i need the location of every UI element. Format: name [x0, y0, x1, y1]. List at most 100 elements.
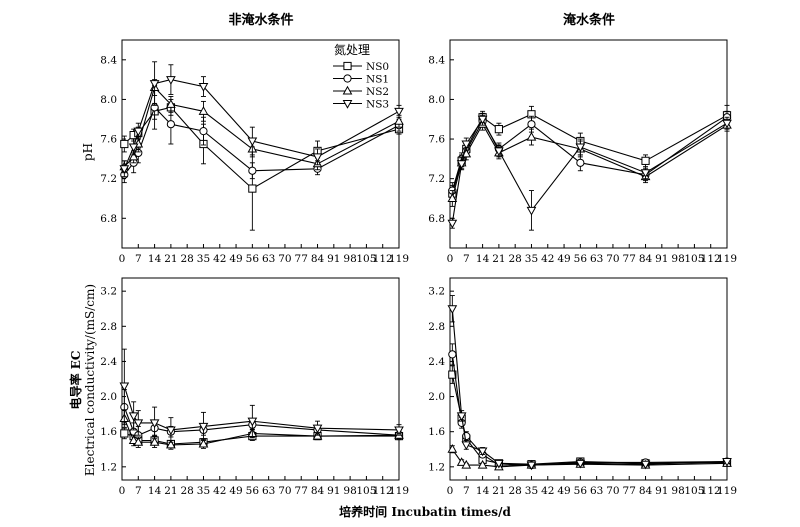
- x-tick-label: 105: [356, 485, 376, 497]
- legend-marker-ns0: [343, 61, 352, 71]
- panel-title-left: 非淹水条件: [228, 12, 293, 28]
- data-point-ns3: [494, 459, 504, 469]
- x-tick-label: 56: [574, 485, 588, 497]
- data-point-ns2: [198, 106, 209, 115]
- series-ns1: [448, 110, 732, 199]
- x-tick-label: 35: [197, 253, 210, 265]
- y-axis-label-bottom-cn: 电导率 EC: [68, 351, 83, 410]
- series-ns3: [119, 348, 404, 443]
- data-point-ns3: [461, 441, 472, 451]
- x-tick-label: 84: [311, 485, 325, 497]
- legend-marker-ns1: [343, 74, 352, 83]
- series-ns1: [120, 85, 404, 184]
- data-point-ns3: [119, 165, 130, 174]
- x-tick-label: 21: [164, 253, 177, 265]
- series-line-ns3: [123, 385, 400, 431]
- panel-title-right: 淹水条件: [563, 12, 615, 28]
- x-tick-label: 28: [508, 485, 521, 497]
- x-tick-label: 98: [343, 485, 356, 497]
- series-line-ns1: [451, 116, 728, 191]
- y-tick-label: 8.0: [100, 94, 117, 106]
- data-point-ns3: [119, 382, 130, 392]
- y-axis-label-top: pH: [81, 143, 95, 161]
- x-tick-label: 119: [717, 485, 737, 497]
- plot-frame: [121, 277, 400, 481]
- data-point-ns3: [640, 169, 651, 178]
- x-tick-label: 42: [541, 253, 554, 265]
- series-ns0: [120, 98, 404, 231]
- x-tick-label: 0: [119, 253, 126, 265]
- x-tick-label: 70: [278, 485, 291, 497]
- data-point-ns1: [199, 127, 208, 136]
- x-tick-label: 28: [180, 485, 193, 497]
- legend-label: NS0: [366, 61, 389, 73]
- series-line-ns3: [451, 118, 728, 224]
- x-tick-label: 84: [311, 253, 325, 265]
- x-tick-label: 105: [684, 485, 704, 497]
- x-tick-label: 0: [447, 485, 454, 497]
- data-point-ns3: [198, 83, 209, 92]
- x-tick-label: 98: [671, 485, 684, 497]
- x-tick-label: 14: [476, 485, 490, 497]
- x-tick-label: 105: [356, 253, 376, 265]
- data-point-ns3: [494, 147, 504, 157]
- x-tick-label: 63: [590, 253, 603, 265]
- series-ns2: [119, 79, 404, 174]
- data-point-ns0: [494, 125, 503, 134]
- legend-label: NS1: [366, 74, 389, 86]
- data-point-ns3: [312, 153, 323, 163]
- data-point-ns3: [722, 458, 732, 467]
- data-point-ns3: [526, 206, 537, 216]
- data-point-ns2: [128, 435, 139, 444]
- data-point-ns3: [477, 115, 488, 125]
- data-point-ns3: [456, 160, 467, 170]
- x-tick-label: 84: [639, 253, 653, 265]
- y-tick-label: 7.6: [100, 134, 117, 146]
- x-tick-label: 91: [655, 253, 668, 265]
- data-point-ns3: [149, 80, 160, 89]
- x-tick-label: 112: [373, 485, 393, 497]
- data-point-ns2: [447, 193, 458, 202]
- data-point-ns3: [247, 417, 258, 427]
- x-tick-label: 35: [525, 253, 538, 265]
- series-line-ns2: [123, 86, 400, 168]
- data-point-ns3: [461, 140, 472, 150]
- x-tick-label: 21: [492, 485, 505, 497]
- series-line-ns0: [124, 432, 399, 445]
- y-tick-label: 6.8: [100, 213, 117, 225]
- x-tick-label: 42: [213, 253, 226, 265]
- x-tick-label: 112: [373, 253, 393, 265]
- x-tick-label: 7: [135, 253, 142, 265]
- x-tick-label: 63: [262, 253, 275, 265]
- plot-frame: [449, 39, 728, 249]
- legend-marker-ns3: [342, 100, 353, 109]
- data-point-ns1: [527, 120, 536, 129]
- data-point-ns3: [166, 76, 176, 85]
- x-tick-label: 91: [327, 253, 340, 265]
- series-ns0: [448, 365, 732, 469]
- plot-frame: [449, 277, 728, 481]
- y-axis-label-bottom-en: Electrical conductivity/(mS/cm): [83, 284, 97, 476]
- series-ns2: [447, 117, 732, 207]
- data-point-ns3: [394, 426, 404, 436]
- x-tick-label: 14: [476, 253, 490, 265]
- x-tick-label: 28: [508, 253, 521, 265]
- y-tick-label: 2.4: [428, 356, 445, 368]
- x-tick-label: 35: [197, 485, 210, 497]
- data-point-ns3: [640, 460, 651, 470]
- legend-item-ns3: NS3: [333, 99, 389, 111]
- data-point-ns3: [128, 412, 139, 422]
- legend-label: NS2: [366, 86, 389, 98]
- x-tick-label: 49: [557, 253, 570, 265]
- data-point-ns0: [448, 370, 457, 379]
- y-tick-label: 1.2: [100, 461, 117, 473]
- x-tick-label: 42: [213, 485, 226, 497]
- x-axis-label: 培养时间 Incubatin times/d: [339, 504, 511, 519]
- data-point-ns3: [722, 119, 732, 129]
- data-point-ns2: [149, 437, 160, 446]
- data-point-ns2: [477, 459, 488, 469]
- x-tick-label: 77: [623, 485, 636, 497]
